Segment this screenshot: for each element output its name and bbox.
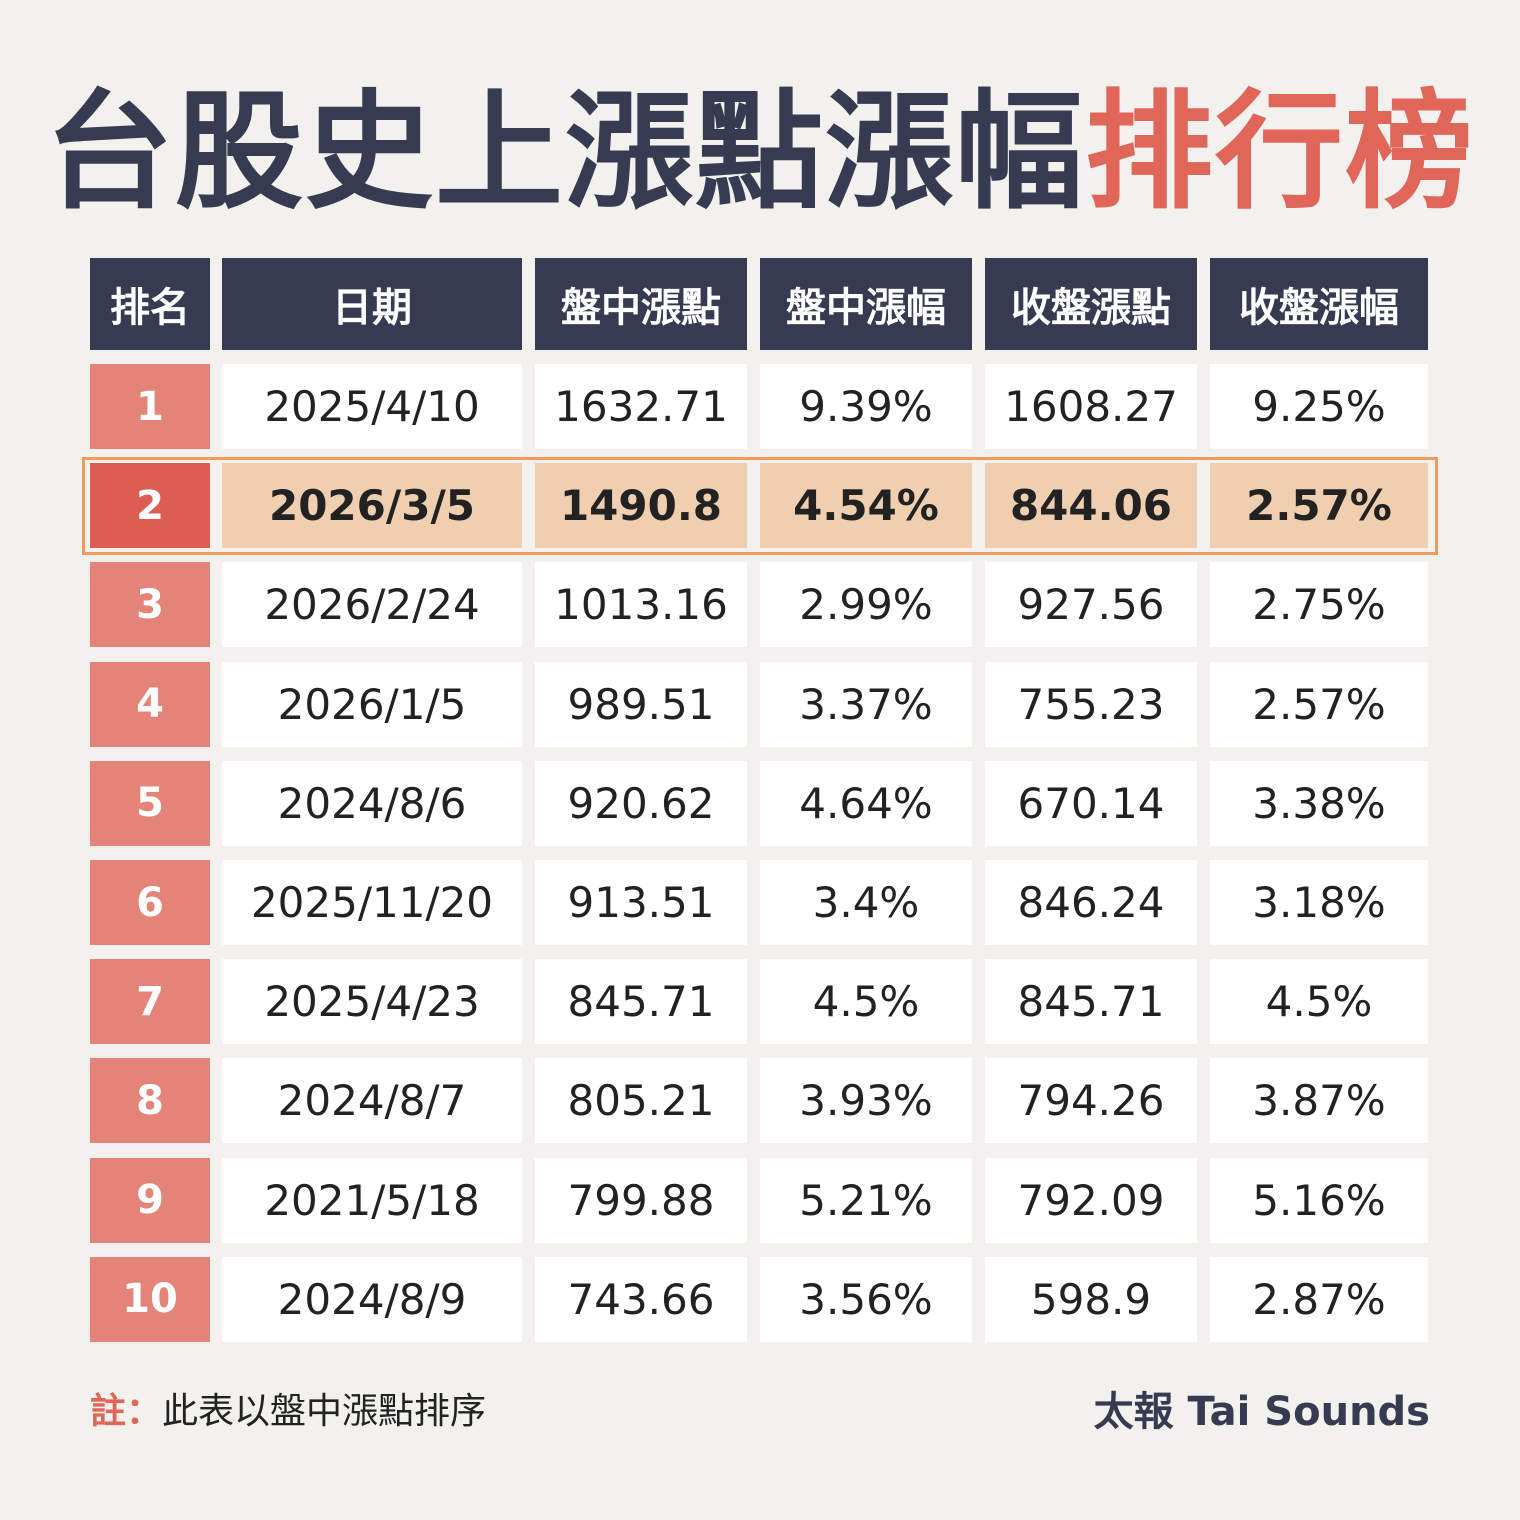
cell-rank: 8 <box>90 1058 210 1144</box>
cell-rank: 10 <box>90 1256 210 1342</box>
header-intraday-pct: 盤中漲幅 <box>760 258 972 350</box>
cell-close-points: 844.06 <box>985 463 1197 549</box>
cell-intraday-pct: 3.93% <box>760 1058 972 1144</box>
cell-close-points: 1608.27 <box>985 364 1197 449</box>
cell-close-pct: 5.16% <box>1210 1157 1428 1243</box>
cell-rank: 4 <box>90 661 210 747</box>
cell-close-points: 755.23 <box>985 661 1197 747</box>
cell-close-pct: 4.5% <box>1210 959 1428 1045</box>
cell-close-pct: 2.57% <box>1210 463 1428 549</box>
header-date: 日期 <box>222 258 522 350</box>
cell-intraday-points: 1632.71 <box>535 364 747 449</box>
header-intraday-points: 盤中漲點 <box>535 258 747 350</box>
cell-close-pct: 2.75% <box>1210 562 1428 648</box>
cell-intraday-points: 913.51 <box>535 860 747 945</box>
cell-date: 2025/11/20 <box>222 860 522 945</box>
cell-intraday-pct: 4.54% <box>760 463 972 549</box>
cell-date: 2026/3/5 <box>222 463 522 549</box>
footnote-label: 註： <box>90 1391 163 1432</box>
cell-close-pct: 2.87% <box>1210 1256 1428 1342</box>
title-main: 台股史上漲點漲幅 <box>44 78 1085 227</box>
highlight-row-border <box>82 457 1438 556</box>
cell-intraday-pct: 4.64% <box>760 760 972 846</box>
cell-intraday-points: 845.71 <box>535 959 747 1045</box>
cell-rank: 5 <box>90 760 210 846</box>
cell-intraday-points: 799.88 <box>535 1157 747 1243</box>
cell-intraday-points: 1013.16 <box>535 562 747 648</box>
cell-close-pct: 3.18% <box>1210 860 1428 945</box>
title-accent: 排行榜 <box>1085 78 1476 227</box>
cell-close-pct: 3.38% <box>1210 760 1428 846</box>
cell-intraday-points: 989.51 <box>535 661 747 747</box>
cell-intraday-pct: 3.56% <box>760 1256 972 1342</box>
cell-close-points: 846.24 <box>985 860 1197 945</box>
header-close-points: 收盤漲點 <box>985 258 1197 350</box>
cell-rank: 1 <box>90 364 210 449</box>
cell-rank: 3 <box>90 562 210 648</box>
footnote-text: 此表以盤中漲點排序 <box>162 1391 487 1432</box>
cell-intraday-pct: 9.39% <box>760 364 972 449</box>
cell-rank: 7 <box>90 959 210 1045</box>
header-rank: 排名 <box>90 258 210 350</box>
cell-intraday-points: 1490.8 <box>535 463 747 549</box>
cell-close-pct: 2.57% <box>1210 661 1428 747</box>
cell-date: 2025/4/23 <box>222 959 522 1045</box>
footnote: 註：此表以盤中漲點排序 <box>90 1388 486 1436</box>
cell-rank: 9 <box>90 1157 210 1243</box>
brand-logo-text: 太報 Tai Sounds <box>1093 1389 1430 1435</box>
cell-close-points: 845.71 <box>985 959 1197 1045</box>
cell-close-points: 927.56 <box>985 562 1197 648</box>
cell-date: 2024/8/7 <box>222 1058 522 1144</box>
cell-close-pct: 9.25% <box>1210 364 1428 449</box>
cell-close-pct: 3.87% <box>1210 1058 1428 1144</box>
cell-intraday-pct: 2.99% <box>760 562 972 648</box>
cell-intraday-pct: 3.37% <box>760 661 972 747</box>
cell-intraday-pct: 5.21% <box>760 1157 972 1243</box>
cell-date: 2026/1/5 <box>222 661 522 747</box>
cell-rank: 2 <box>90 463 210 549</box>
cell-intraday-points: 920.62 <box>535 760 747 846</box>
cell-close-points: 794.26 <box>985 1058 1197 1144</box>
page-title: 台股史上漲點漲幅排行榜 <box>0 78 1520 228</box>
cell-intraday-pct: 4.5% <box>760 959 972 1045</box>
cell-close-points: 670.14 <box>985 760 1197 846</box>
cell-intraday-points: 743.66 <box>535 1256 747 1342</box>
cell-close-points: 598.9 <box>985 1256 1197 1342</box>
cell-date: 2024/8/6 <box>222 760 522 846</box>
cell-date: 2026/2/24 <box>222 562 522 648</box>
cell-intraday-pct: 3.4% <box>760 860 972 945</box>
cell-rank: 6 <box>90 860 210 945</box>
cell-date: 2021/5/18 <box>222 1157 522 1243</box>
header-close-pct: 收盤漲幅 <box>1210 258 1428 350</box>
cell-intraday-points: 805.21 <box>535 1058 747 1144</box>
cell-date: 2024/8/9 <box>222 1256 522 1342</box>
cell-close-points: 792.09 <box>985 1157 1197 1243</box>
cell-date: 2025/4/10 <box>222 364 522 449</box>
